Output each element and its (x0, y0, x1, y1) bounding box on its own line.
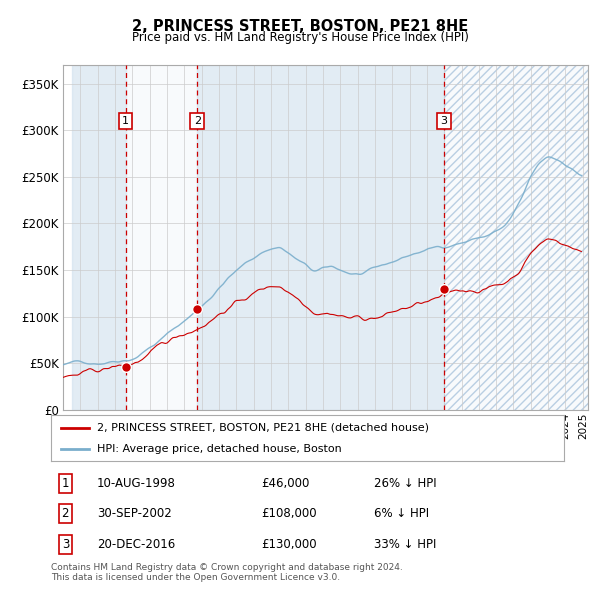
Text: 3: 3 (62, 538, 69, 551)
Bar (125, 65, 197, 410)
Text: 26% ↓ HPI: 26% ↓ HPI (374, 477, 437, 490)
Text: 30-SEP-2002: 30-SEP-2002 (97, 507, 172, 520)
Text: 2: 2 (62, 507, 69, 520)
Text: 1: 1 (62, 477, 69, 490)
Bar (71, 65, 125, 410)
Text: 2: 2 (194, 116, 201, 126)
Bar (443, 65, 588, 410)
Text: £108,000: £108,000 (262, 507, 317, 520)
Text: Price paid vs. HM Land Registry's House Price Index (HPI): Price paid vs. HM Land Registry's House … (131, 31, 469, 44)
Bar (197, 65, 443, 410)
Text: 33% ↓ HPI: 33% ↓ HPI (374, 538, 437, 551)
Text: £46,000: £46,000 (262, 477, 310, 490)
Text: 3: 3 (440, 116, 447, 126)
Text: 2, PRINCESS STREET, BOSTON, PE21 8HE (detached house): 2, PRINCESS STREET, BOSTON, PE21 8HE (de… (97, 423, 429, 433)
Text: 1: 1 (122, 116, 129, 126)
Text: Contains HM Land Registry data © Crown copyright and database right 2024.
This d: Contains HM Land Registry data © Crown c… (51, 563, 403, 582)
Bar (443, 65, 588, 410)
Text: 6% ↓ HPI: 6% ↓ HPI (374, 507, 430, 520)
Text: 10-AUG-1998: 10-AUG-1998 (97, 477, 176, 490)
Text: 2, PRINCESS STREET, BOSTON, PE21 8HE: 2, PRINCESS STREET, BOSTON, PE21 8HE (132, 19, 468, 34)
Text: 20-DEC-2016: 20-DEC-2016 (97, 538, 175, 551)
Text: £130,000: £130,000 (262, 538, 317, 551)
Text: HPI: Average price, detached house, Boston: HPI: Average price, detached house, Bost… (97, 444, 342, 454)
